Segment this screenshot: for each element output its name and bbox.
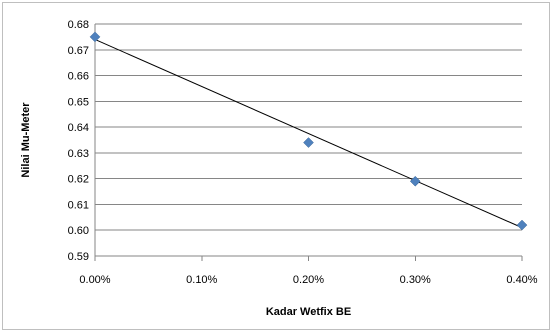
y-tick-label: 0.60: [68, 225, 89, 237]
y-tick-label: 0.59: [68, 251, 89, 263]
data-point: [410, 176, 420, 186]
x-axis-title: Kadar Wetfix BE: [266, 306, 351, 318]
trendline: [95, 39, 522, 227]
y-tick-label: 0.64: [68, 122, 89, 134]
x-tick-labels: 0.00% 0.10% 0.20% 0.30% 0.40%: [79, 274, 537, 286]
y-tick-label: 0.63: [68, 148, 89, 160]
x-tick-label: 0.40%: [506, 274, 537, 286]
y-axis-title: Nilai Mu-Meter: [20, 102, 32, 178]
chart-svg: 0.59 0.60 0.61 0.62 0.63 0.64 0.65 0.66 0.67 0.68…: [3, 3, 551, 331]
y-tick-label: 0.67: [68, 45, 89, 57]
y-tick-labels: 0.59 0.60 0.61 0.62 0.63 0.64 0.65 0.66 0.67 0.68: [68, 19, 89, 263]
x-tick-label: 0.20%: [293, 274, 324, 286]
y-tick-label: 0.62: [68, 174, 89, 186]
y-tick-label: 0.66: [68, 71, 89, 83]
y-tick-label: 0.68: [68, 19, 89, 31]
y-tick-label: 0.65: [68, 96, 89, 108]
chart-frame: 0.59 0.60 0.61 0.62 0.63 0.64 0.65 0.66 0.67 0.68…: [2, 2, 550, 330]
data-point: [304, 138, 314, 148]
x-tick-label: 0.30%: [400, 274, 431, 286]
data-points: [90, 32, 527, 230]
data-point: [517, 220, 527, 230]
trendline-layer: [95, 39, 522, 227]
x-tick-label: 0.00%: [79, 274, 110, 286]
y-tick-label: 0.61: [68, 199, 89, 211]
data-point: [90, 32, 100, 42]
x-tick-label: 0.10%: [186, 274, 217, 286]
